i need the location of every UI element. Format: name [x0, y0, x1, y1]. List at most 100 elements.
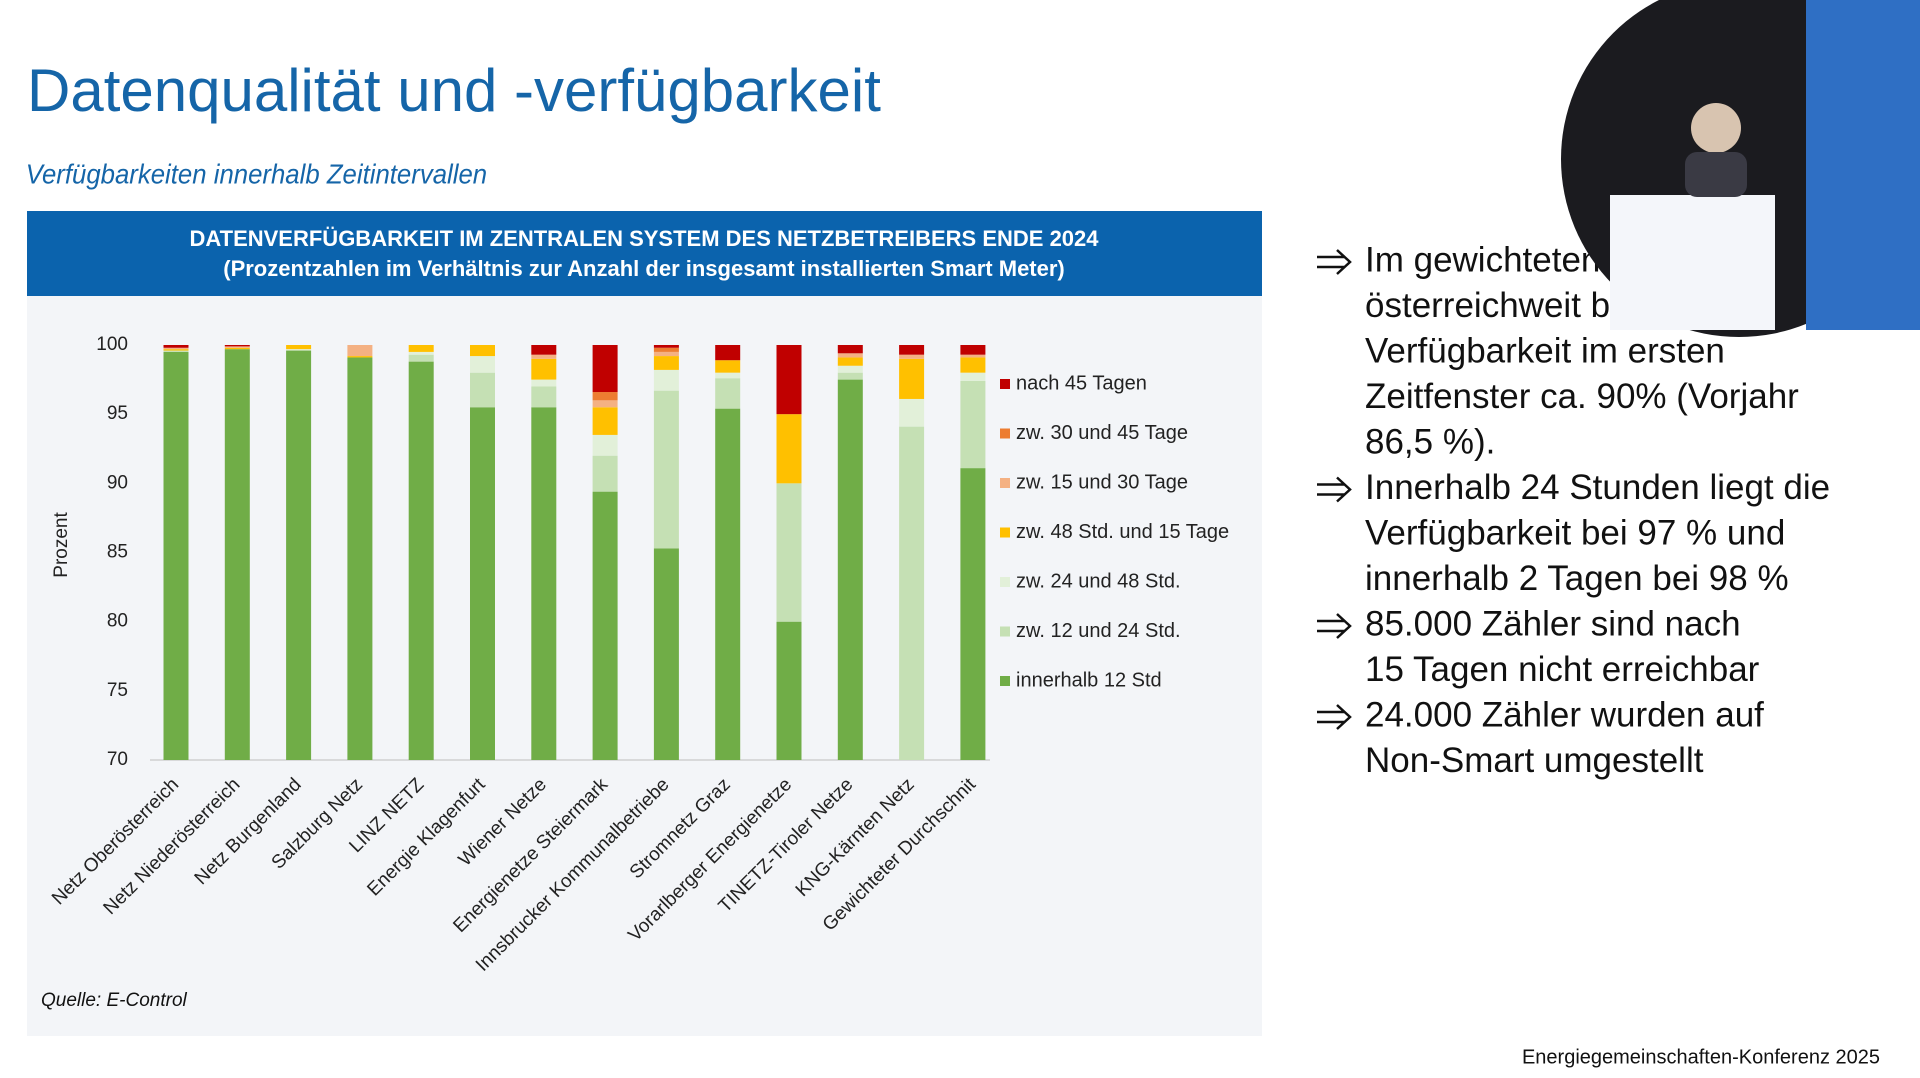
- y-tick-label: 70: [107, 749, 128, 770]
- bar-segment: [286, 350, 312, 760]
- bullet-text: 86,5 %).: [1365, 422, 1495, 461]
- y-tick-label: 80: [107, 611, 128, 632]
- legend-label: zw. 12 und 24 Std.: [1016, 620, 1181, 642]
- legend-swatch: [1000, 527, 1010, 538]
- bar-segment: [837, 353, 863, 358]
- bar-segment: [899, 345, 925, 355]
- bar-segment: [592, 392, 618, 401]
- legend-swatch: [1000, 577, 1010, 587]
- bar-segment: [837, 372, 863, 380]
- bar-segment: [408, 351, 434, 355]
- bar-segment: [470, 356, 495, 373]
- legend-swatch: [1000, 428, 1010, 439]
- bar-segment: [960, 345, 986, 355]
- bar-segment: [531, 345, 557, 355]
- bar-segment: [653, 356, 679, 370]
- video-backdrop: [1806, 0, 1920, 330]
- bullet-text: Im gewichteten: [1365, 240, 1600, 279]
- bar-segment: [224, 346, 250, 348]
- y-axis-label: Prozent: [51, 512, 72, 578]
- y-tick-label: 85: [107, 542, 128, 563]
- bar-segment: [653, 369, 679, 391]
- bar-segment: [715, 360, 741, 373]
- bar-segment: [163, 349, 189, 351]
- legend-swatch: [1000, 478, 1010, 488]
- bar-segment: [653, 390, 679, 549]
- bar-segment: [960, 372, 986, 381]
- y-tick-label: 95: [107, 403, 128, 424]
- bar-segment: [224, 349, 250, 760]
- bar-segment: [776, 621, 802, 760]
- bar-segment: [163, 351, 189, 760]
- bullet-arrow: [1317, 704, 1352, 730]
- y-tick-label: 75: [107, 680, 128, 701]
- bar-segment: [837, 379, 863, 760]
- bar-segment: [899, 426, 925, 760]
- chart-banner: [27, 211, 1262, 296]
- bar-segment: [163, 345, 189, 348]
- bar-segment: [470, 407, 495, 760]
- bar-segment: [347, 345, 373, 357]
- bullet-text: Verfügbarkeit im ersten: [1365, 331, 1725, 370]
- bar-segment: [653, 345, 679, 348]
- bar-segment: [470, 345, 495, 357]
- bar-segment: [776, 483, 802, 622]
- bar-segment: [592, 491, 618, 760]
- bar-segment: [286, 349, 312, 351]
- bar-segment: [837, 345, 863, 354]
- bar-segment: [408, 345, 434, 352]
- bar-segment: [715, 372, 741, 379]
- bar-segment: [531, 379, 557, 387]
- bar-segment: [347, 356, 373, 358]
- legend-label: nach 45 Tagen: [1016, 372, 1147, 394]
- bullet-arrow: [1317, 476, 1352, 503]
- bar-segment: [960, 354, 986, 358]
- bar-segment: [408, 354, 434, 362]
- bar-segment: [837, 357, 863, 366]
- bar-segment: [899, 358, 925, 399]
- legend-label: zw. 24 und 48 Std.: [1016, 570, 1181, 592]
- bar-segment: [531, 358, 557, 380]
- y-tick-label: 100: [96, 334, 128, 355]
- bar-segment: [286, 345, 312, 350]
- bar-segment: [592, 400, 618, 408]
- bar-segment: [224, 345, 250, 347]
- slide-title: Datenqualität und -verfügbarkeit: [27, 57, 881, 124]
- bar-segment: [837, 365, 863, 373]
- bar-segment: [531, 386, 557, 408]
- bar-segment: [776, 345, 802, 415]
- bar-segment: [715, 345, 741, 361]
- bar-segment: [715, 408, 741, 760]
- y-tick-label: 90: [107, 472, 128, 493]
- video-overlay: [1561, 0, 1920, 337]
- bar-segment: [224, 347, 250, 350]
- bar-segment: [592, 455, 618, 492]
- bullet-text: 85.000 Zähler sind nach: [1365, 604, 1741, 643]
- bar-segment: [408, 361, 434, 760]
- bullet-text: 15 Tagen nicht erreichbar: [1365, 650, 1760, 689]
- bullet-text: 24.000 Zähler wurden auf: [1365, 695, 1764, 734]
- footer: Energiegemeinschaften-Konferenz 2025: [1522, 1046, 1880, 1068]
- bar-segment: [531, 354, 557, 359]
- bar-segment: [776, 414, 802, 484]
- bar-segment: [592, 345, 618, 393]
- bar-segment: [470, 372, 495, 408]
- bar-segment: [653, 347, 679, 352]
- bar-segment: [163, 350, 189, 352]
- bar-segment: [163, 347, 189, 350]
- video-lectern: [1610, 195, 1775, 330]
- video-person: [1691, 103, 1741, 153]
- legend-label: zw. 30 und 45 Tage: [1016, 422, 1188, 444]
- legend-label: zw. 15 und 30 Tage: [1016, 471, 1188, 493]
- bar-segment: [347, 357, 373, 760]
- bar-segment: [960, 357, 986, 373]
- bar-segment: [899, 398, 925, 427]
- legend-swatch: [1000, 379, 1010, 389]
- legend-label: zw. 48 Std. und 15 Tage: [1016, 521, 1229, 543]
- bullet-text: Non-Smart umgestellt: [1365, 741, 1704, 780]
- legend-swatch: [1000, 626, 1010, 637]
- bar-segment: [960, 380, 986, 469]
